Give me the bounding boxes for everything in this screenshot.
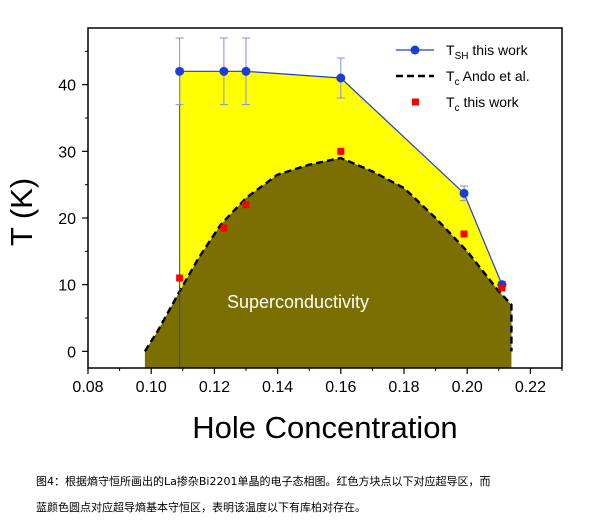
legend-label: Tc Ando et al. — [446, 68, 530, 88]
legend-label: TSH this work — [446, 42, 529, 62]
tc-ando-curve — [143, 156, 513, 352]
y-tick-label: 40 — [58, 78, 76, 95]
tsh-point — [336, 73, 346, 83]
tsh-point — [459, 188, 469, 198]
x-tick-label: 0.14 — [262, 379, 293, 396]
caption-line-1: 图4：根据熵守恒所画出的La掺杂Bi2201单晶的电子态相图。红色方块点以下对应… — [36, 475, 491, 488]
y-tick-label: 0 — [67, 344, 76, 361]
tc-point — [176, 274, 184, 282]
superconducting-dome — [144, 158, 512, 368]
plot-frame — [87, 27, 563, 369]
tsh-line — [179, 70, 503, 285]
tc-point — [220, 224, 228, 232]
tc-point — [498, 284, 506, 292]
x-tick-label: 0.08 — [72, 379, 103, 396]
x-tick-label: 0.16 — [325, 379, 356, 396]
tsh-point — [241, 66, 251, 76]
legend-label: Tc this work — [446, 94, 520, 114]
x-tick-label: 0.18 — [388, 379, 419, 396]
tsh-point — [175, 66, 185, 76]
tc-point — [460, 230, 468, 238]
tsh-point — [219, 66, 229, 76]
y-tick-label: 20 — [58, 211, 76, 228]
x-axis-label: Hole Concentration — [192, 410, 457, 445]
y-tick-label: 30 — [58, 144, 76, 161]
x-tick-label: 0.20 — [452, 379, 483, 396]
figure-caption: 图4：根据熵守恒所画出的La掺杂Bi2201单晶的电子态相图。红色方块点以下对应… — [36, 469, 596, 521]
x-tick-label: 0.12 — [199, 379, 230, 396]
y-axis-label: T (K) — [4, 178, 39, 246]
x-tick-label: 0.10 — [136, 379, 167, 396]
phase-diagram-chart: 0.08 0.10 0.12 0.14 0.16 0.18 0.20 0.22 0 10 20 30 4… — [4, 27, 563, 445]
tc-point — [242, 201, 250, 209]
annotation-superconductivity: Superconductivity — [227, 292, 369, 312]
legend-tc-marker — [412, 98, 419, 106]
x-tick-label: 0.22 — [515, 379, 546, 396]
legend-tsh-marker — [410, 45, 420, 55]
legend: TSH this work Tc Ando et al. Tc this work — [396, 42, 530, 114]
caption-line-2: 蓝颜色圆点对应超导熵基本守恒区，表明该温度以下有库柏对存在。 — [36, 501, 366, 514]
y-tick-label: 10 — [58, 278, 76, 295]
tc-point — [337, 147, 345, 155]
